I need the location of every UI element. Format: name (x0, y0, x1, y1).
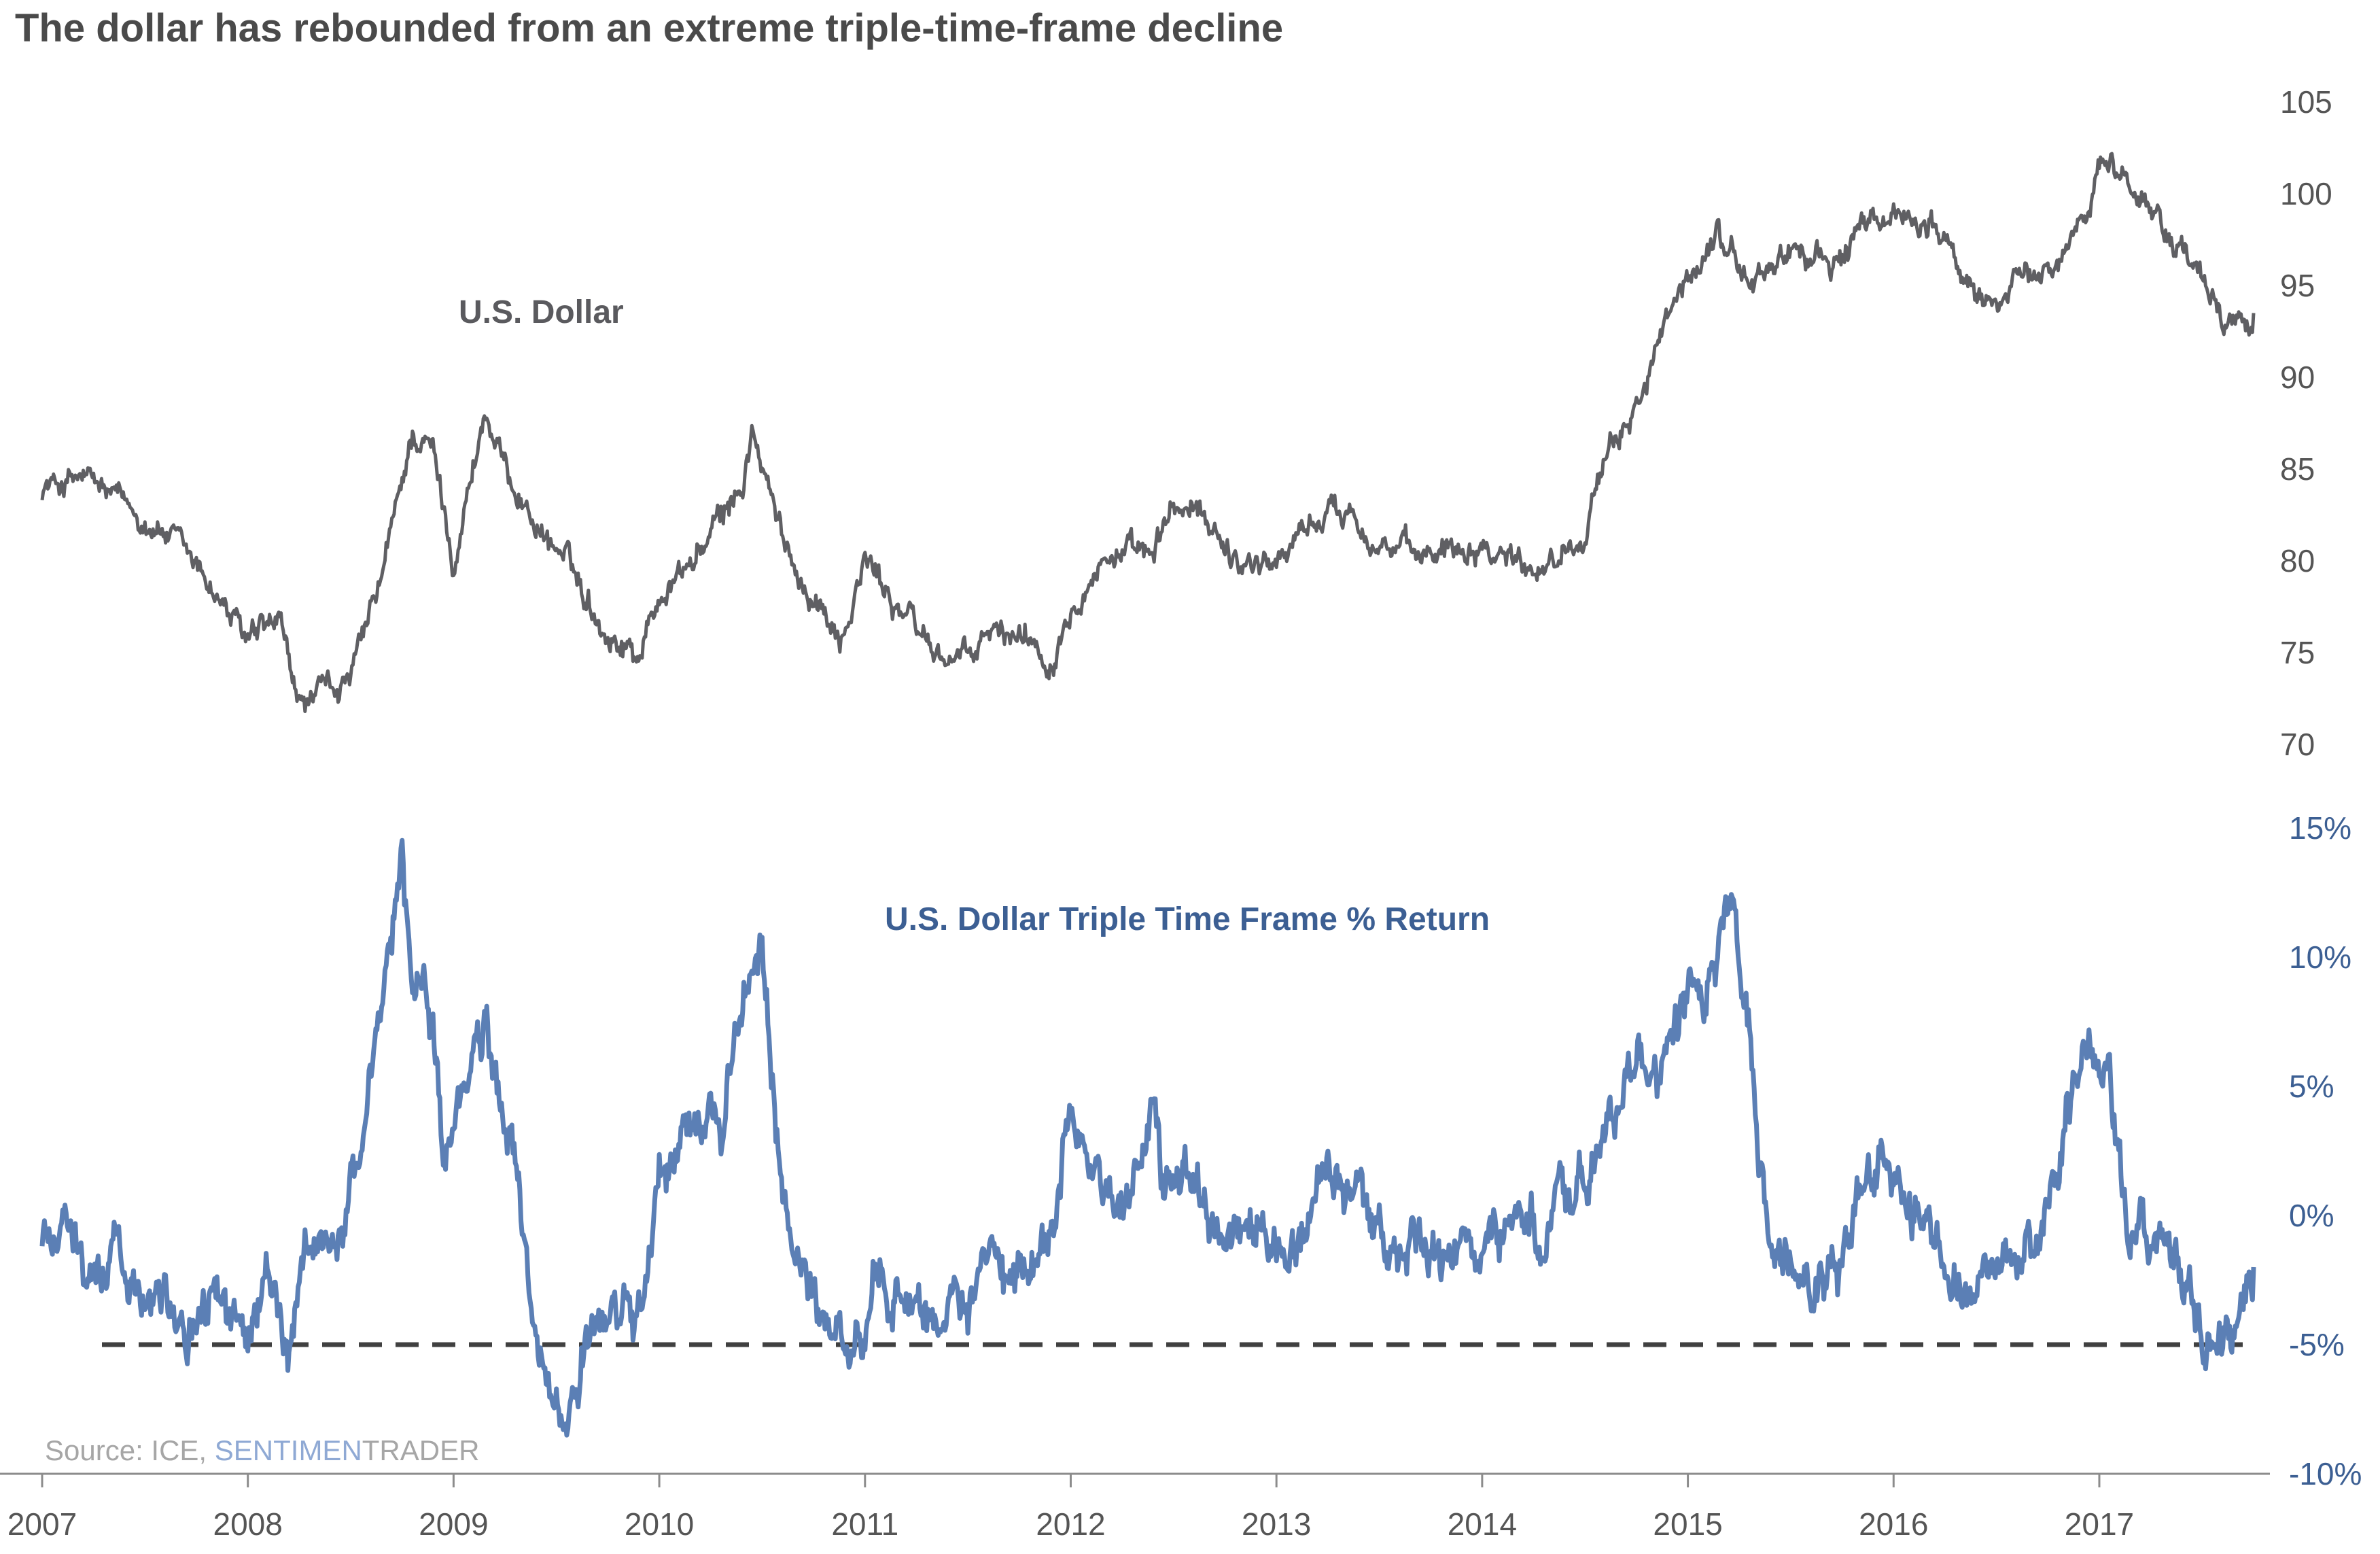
x-tick-label: 2010 (625, 1506, 694, 1542)
ttf-y-tick: 0% (2289, 1198, 2334, 1233)
dollar-y-axis: 105 100 95 90 85 80 75 70 (2280, 84, 2332, 762)
x-tick-label: 2013 (1242, 1506, 1311, 1542)
x-tick-label: 2017 (2065, 1506, 2134, 1542)
dollar-series-label: U.S. Dollar (459, 294, 624, 330)
ttf-series-line (39, 838, 2256, 1438)
ttf-y-tick: -5% (2289, 1327, 2345, 1362)
chart-title: The dollar has rebounded from an extreme… (15, 6, 1284, 50)
dollar-y-tick: 85 (2280, 451, 2315, 487)
dollar-y-tick: 70 (2280, 727, 2315, 762)
x-tick-label: 2011 (831, 1506, 898, 1542)
ttf-series-label: U.S. Dollar Triple Time Frame % Return (885, 901, 1490, 937)
ttf-y-tick: 5% (2289, 1069, 2334, 1104)
source-prefix: Source: ICE, (45, 1434, 215, 1466)
dollar-y-tick: 100 (2280, 176, 2332, 211)
ttf-y-tick: 15% (2289, 810, 2351, 846)
dollar-y-tick: 95 (2280, 268, 2315, 303)
x-tick-label: 2016 (1859, 1506, 1928, 1542)
dollar-y-tick: 90 (2280, 360, 2315, 395)
ttf-y-tick: -10% (2289, 1456, 2362, 1491)
x-tick-label: 2012 (1036, 1506, 1105, 1542)
ttf-y-axis: 15% 10% 5% 0% -5% -10% (2289, 810, 2362, 1491)
dollar-series-line (40, 152, 2256, 713)
dollar-y-tick: 75 (2280, 635, 2315, 670)
source-note: Source: ICE, SENTIMENTRADER (45, 1434, 479, 1466)
x-tick-label: 2014 (1448, 1506, 1517, 1542)
x-axis: 2007 2008 2009 2010 2011 2012 2013 2014 2015 2016… (7, 1474, 2134, 1542)
ttf-y-tick: 10% (2289, 939, 2351, 975)
x-tick-label: 2009 (419, 1506, 488, 1542)
x-tick-label: 2015 (1653, 1506, 1722, 1542)
source-brand-b: TRADER (362, 1434, 480, 1466)
x-tick-label: 2008 (213, 1506, 283, 1542)
x-tick-label: 2007 (7, 1506, 77, 1542)
dollar-y-tick: 80 (2280, 543, 2315, 579)
dollar-y-tick: 105 (2280, 84, 2332, 120)
source-brand-a: SENTIMEN (215, 1434, 362, 1466)
